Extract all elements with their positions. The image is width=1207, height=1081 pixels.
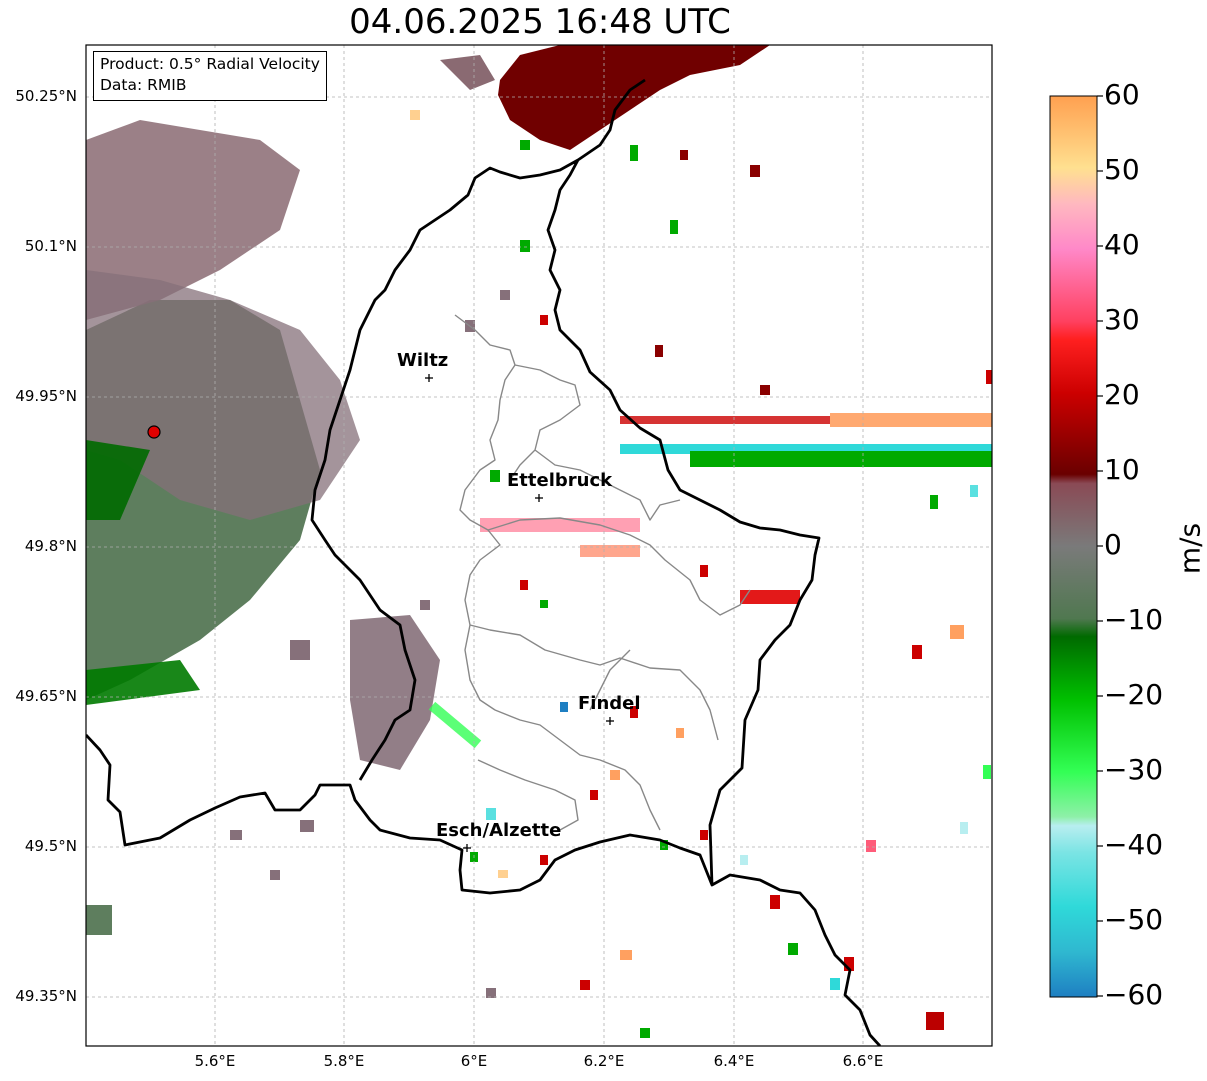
lon-tick-label: 5.6°E: [194, 1052, 236, 1070]
colorbar-tick-label: −40: [1104, 828, 1164, 861]
city-markers: [425, 374, 614, 852]
colorbar-tick-label: 0: [1104, 528, 1122, 561]
echo-region-west: [86, 270, 360, 520]
streak-red-2: [740, 590, 800, 604]
streak-orange-2: [580, 545, 640, 557]
data-source-label: Data: RMIB: [100, 76, 187, 94]
colorbar-tick-label: −30: [1104, 753, 1164, 786]
lon-tick-label: 6.2°E: [583, 1052, 625, 1070]
lat-tick-label: 49.8°N: [24, 537, 77, 555]
colorbar-tick-label: −50: [1104, 903, 1164, 936]
streak-pink: [480, 518, 640, 532]
colorbar-tick-label: 30: [1104, 303, 1140, 336]
streak-orange: [830, 413, 992, 427]
colorbar-tick-label: 20: [1104, 378, 1140, 411]
echo-region-small: [86, 905, 112, 935]
lon-tick-label: 6.4°E: [713, 1052, 755, 1070]
colorbar-ticks: [1097, 95, 1103, 997]
canton-boundaries: [454, 314, 751, 831]
map-border: [85, 44, 993, 1047]
echo-region-green-strip: [86, 660, 200, 705]
city-label-findel: Findel: [578, 693, 641, 714]
lon-tick-label: 6°E: [460, 1052, 488, 1070]
echo-region-strong-green: [86, 440, 150, 520]
colorbar-tick-label: 50: [1104, 153, 1140, 186]
product-info-box: Product: 0.5° Radial Velocity Data: RMIB: [93, 51, 327, 101]
radar-site-marker: [147, 425, 161, 439]
echo-region-north-gray: [440, 55, 495, 90]
lon-tick-label: 5.8°E: [323, 1052, 365, 1070]
colorbar-tick-label: −60: [1104, 978, 1164, 1011]
streak-cyan: [620, 444, 992, 454]
streak-green-2: [428, 701, 482, 749]
country-border: [86, 78, 882, 1046]
gridlines: [86, 45, 992, 1046]
colorbar: [1049, 95, 1098, 998]
lat-tick-label: 50.25°N: [15, 87, 77, 105]
city-label-wiltz: Wiltz: [397, 350, 449, 371]
product-label: Product: 0.5° Radial Velocity: [100, 55, 320, 73]
echo-region-northwest: [86, 120, 300, 320]
lat-tick-label: 49.95°N: [15, 387, 77, 405]
colorbar-tick-label: −10: [1104, 603, 1164, 636]
lat-tick-label: 50.1°N: [24, 237, 77, 255]
colorbar-tick-label: 10: [1104, 453, 1140, 486]
lon-tick-label: 6.6°E: [842, 1052, 884, 1070]
streak-green: [690, 451, 992, 467]
lat-tick-label: 49.65°N: [15, 687, 77, 705]
chart-title: 04.06.2025 16:48 UTC: [349, 2, 731, 42]
colorbar-unit-label: m/s: [1173, 522, 1207, 575]
city-label-ettelbruck: Ettelbruck: [507, 470, 613, 491]
echo-region-north-storm: [498, 45, 770, 150]
colorbar-tick-label: 40: [1104, 228, 1140, 261]
city-label-esch-alzette: Esch/Alzette: [436, 820, 562, 841]
lat-tick-label: 49.35°N: [15, 987, 77, 1005]
colorbar-tick-label: 60: [1104, 78, 1140, 111]
colorbar-tick-label: −20: [1104, 678, 1164, 711]
echo-region-south-west: [350, 615, 440, 770]
streak-red: [620, 416, 830, 424]
lat-tick-label: 49.5°N: [24, 837, 77, 855]
